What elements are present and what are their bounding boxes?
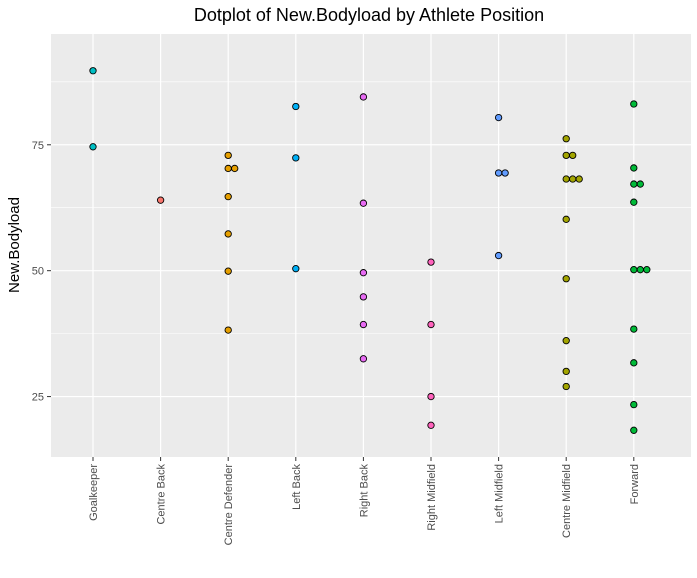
dot-forward-0 (630, 100, 638, 108)
dot-forward-6 (636, 266, 644, 274)
dot-forward-8 (630, 325, 638, 333)
y-tick-label-75: 75 (32, 140, 44, 152)
dot-centre-defender-0 (224, 151, 232, 160)
dot-centre-midfield-6 (562, 215, 570, 223)
dot-centre-midfield-9 (562, 367, 570, 376)
dot-forward-2 (630, 180, 638, 188)
dot-centre-midfield-8 (562, 337, 570, 345)
dot-right-back-2 (359, 269, 368, 277)
x-tick-label-centre-back: Centre Back (156, 464, 168, 525)
dot-centre-midfield-1 (562, 151, 570, 160)
dot-centre-defender-4 (224, 230, 232, 238)
y-tick-label-25: 25 (32, 392, 44, 404)
dot-left-midfield-0 (494, 113, 503, 122)
dot-right-back-0 (359, 93, 368, 101)
dot-right-back-1 (359, 199, 368, 207)
y-axis-title: New.Bodyload (6, 197, 23, 293)
dot-right-back-3 (359, 293, 368, 301)
dot-left-midfield-2 (501, 169, 509, 177)
dot-right-back-5 (359, 355, 368, 363)
x-tick-label-goalkeeper: Goalkeeper (88, 464, 100, 521)
dot-centre-defender-1 (224, 164, 232, 173)
data-points (89, 67, 651, 434)
dot-right-midfield-0 (427, 258, 435, 266)
dot-forward-9 (630, 359, 638, 367)
dot-left-back-1 (292, 154, 300, 162)
dot-right-midfield-3 (427, 421, 435, 429)
dot-left-back-0 (292, 102, 300, 111)
dot-centre-defender-5 (224, 267, 232, 275)
dot-forward-10 (630, 400, 638, 409)
dot-right-midfield-1 (427, 320, 435, 329)
dot-right-back-4 (359, 320, 368, 329)
dot-forward-1 (630, 164, 638, 172)
dot-centre-midfield-5 (575, 175, 583, 183)
dot-centre-back-0 (156, 196, 165, 204)
x-tick-label-left-midfield: Left Midfield (494, 464, 506, 523)
dot-centre-midfield-3 (562, 175, 570, 183)
dot-left-back-2 (292, 265, 300, 273)
dot-forward-7 (643, 266, 651, 274)
dot-left-midfield-1 (494, 169, 503, 177)
dot-forward-5 (630, 266, 638, 274)
x-axis: Goalkeeper Centre Back Centre Defender Left… (88, 457, 641, 545)
x-tick-label-centre-midfield: Centre Midfield (561, 464, 573, 538)
dot-forward-4 (630, 198, 638, 206)
dot-goalkeeper-1 (89, 143, 97, 151)
x-tick-label-centre-defender: Centre Defender (223, 464, 235, 546)
dot-centre-midfield-2 (569, 151, 577, 160)
dot-centre-midfield-7 (562, 275, 570, 283)
dot-centre-defender-6 (224, 326, 232, 334)
x-tick-label-left-back: Left Back (291, 464, 303, 510)
dot-forward-3 (636, 180, 644, 188)
chart-title: Dotplot of New.Bodyload by Athlete Posit… (194, 5, 544, 25)
x-tick-label-right-back: Right Back (358, 464, 370, 518)
dot-right-midfield-2 (427, 392, 435, 401)
x-tick-label-forward: Forward (629, 464, 641, 504)
dot-centre-defender-3 (224, 193, 232, 201)
y-axis: 25 50 75 (32, 140, 51, 404)
dot-forward-11 (630, 426, 638, 434)
dot-goalkeeper-0 (89, 67, 97, 75)
dot-centre-defender-2 (231, 164, 239, 173)
plot-panel (51, 34, 691, 457)
minor-gridlines (51, 81, 691, 334)
dot-centre-midfield-10 (562, 382, 570, 391)
dot-left-midfield-3 (494, 251, 503, 260)
dot-centre-midfield-0 (562, 135, 570, 143)
dot-centre-midfield-4 (569, 175, 577, 183)
x-tick-label-right-midfield: Right Midfield (426, 464, 438, 531)
y-tick-label-50: 50 (32, 266, 44, 278)
